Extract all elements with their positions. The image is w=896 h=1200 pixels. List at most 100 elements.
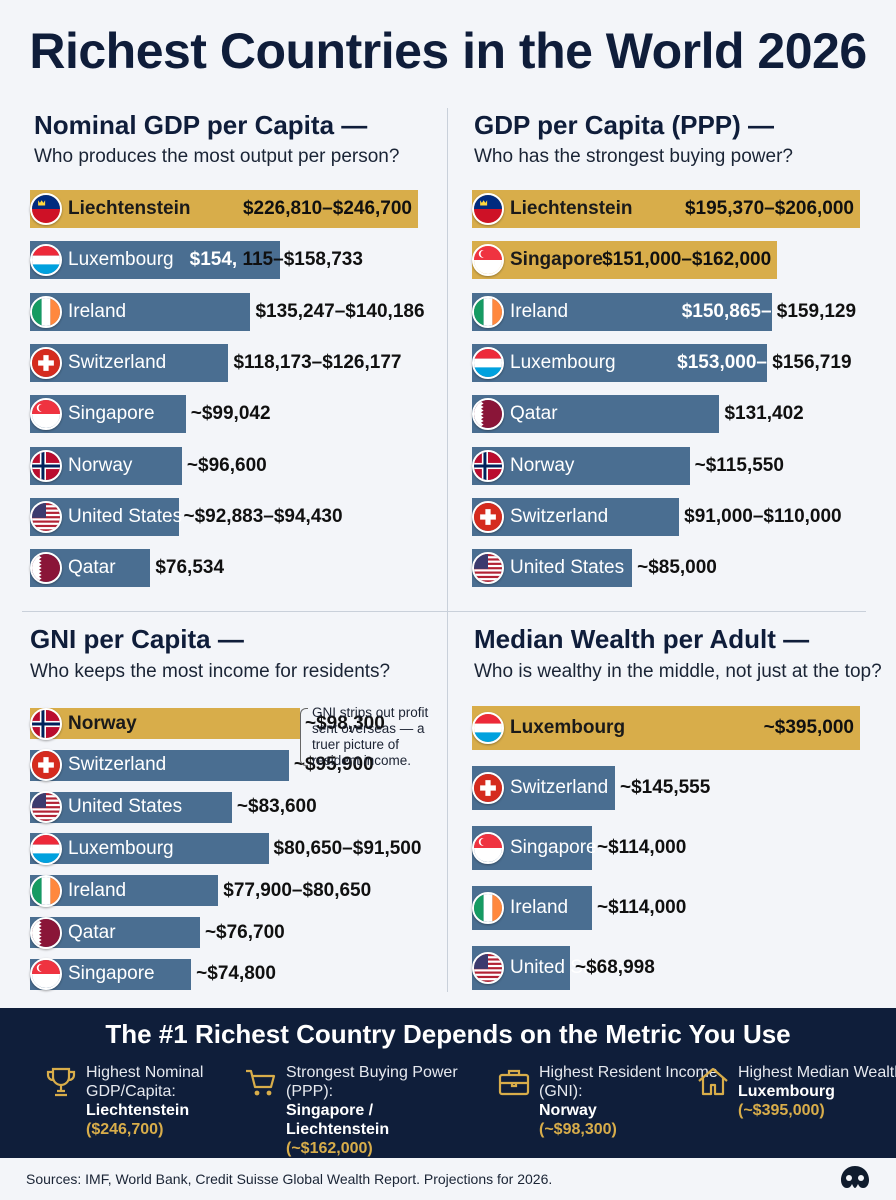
bar-row-united-states: United States ~$83,600: [30, 791, 360, 824]
summary-amount: ($246,700): [86, 1121, 164, 1138]
country-label: Liechtenstein: [510, 198, 633, 219]
flag-luxembourg: [472, 346, 504, 379]
bar-liechtenstein: [472, 190, 860, 228]
panel-subtitle-median-wealth: Who is wealthy in the middle, not just a…: [474, 661, 882, 682]
flag-qatar: [30, 552, 62, 585]
value-label: ~$68,998: [575, 957, 655, 978]
bar-ireland: [30, 292, 251, 331]
summary-amount: (~$395,000): [738, 1102, 825, 1119]
flag-norway: [30, 707, 62, 740]
bar-row-switzerland: Switzerland $118,173–$126,177: [30, 343, 478, 382]
country-label: Ireland: [68, 879, 127, 901]
flag-ireland: [472, 892, 504, 924]
bar-row-luxembourg: Luxembourg ~$395,000: [472, 706, 896, 750]
panel-subtitle-gni: Who keeps the most income for residents?: [30, 661, 391, 682]
country-label: Luxembourg: [68, 249, 174, 271]
flag-luxembourg: [30, 832, 62, 865]
value-label: ~$395,000: [763, 717, 854, 738]
summary-footer: [0, 1008, 896, 1158]
country-label: Ireland: [68, 300, 127, 322]
footer-title: The #1 Richest Country Depends on the Me…: [105, 1019, 791, 1049]
value-label: ~$115,550: [694, 454, 784, 476]
bar-luxembourg: [30, 833, 269, 865]
value-label: ~$92,883–$94,430: [183, 505, 343, 527]
bar-row-singapore: Singapore ~$114,000: [472, 826, 896, 870]
bar-row-qatar: Qatar ~$76,700: [30, 916, 360, 949]
country-label: Singapore: [68, 963, 155, 985]
value-label: $195,370–$206,000: [684, 198, 854, 219]
value-label: $91,000–$110,000: [684, 505, 842, 527]
flag-qatar: [472, 398, 504, 431]
bar-row-ireland: Ireland $77,900–$80,650: [30, 874, 371, 907]
summary-metric: Highest Nominal GDP/Capita:: [86, 1064, 204, 1100]
horizontal-divider: [22, 611, 866, 612]
bar-luxembourg: [472, 343, 768, 382]
value-label: $151,000–$162,000: [602, 249, 772, 271]
panel-title-median-wealth: Median Wealth per Adult —: [474, 624, 810, 654]
country-label: Singapore: [68, 403, 155, 425]
flag-switzerland: [472, 772, 504, 804]
summary-amount: (~$98,300): [539, 1121, 617, 1138]
country-label: Switzerland: [510, 777, 609, 798]
bar-row-qatar: Qatar $76,534: [30, 549, 478, 588]
country-label: Qatar: [68, 921, 116, 943]
vertical-divider: [447, 108, 448, 992]
bar-row-norway: Norway ~$98,300: [30, 707, 385, 740]
value-label: ~$74,800: [196, 963, 276, 985]
country-label: Singapore: [510, 249, 603, 271]
country-label: Singapore: [510, 837, 597, 858]
country-label: United States: [68, 796, 183, 818]
bar-row-ireland: Ireland $150,865– $159,129: [472, 292, 896, 331]
bar-row-luxembourg: Luxembourg $154, 115–$158,733: [30, 241, 478, 280]
panel-title-gni: GNI per Capita —: [30, 624, 244, 654]
value-label: ~$98,300: [305, 712, 385, 734]
bar-row-luxembourg: Luxembourg $153,000– $156,719: [472, 343, 896, 382]
bar-row-liechtenstein: Liechtenstein $195,370–$206,000: [472, 190, 896, 228]
bar-luxembourg: [472, 706, 860, 750]
flag-ireland: [30, 874, 62, 907]
briefcase-icon: [497, 1065, 531, 1099]
flag-singapore: [472, 244, 504, 277]
country-label: Norway: [68, 712, 137, 734]
country-label: Liechtenstein: [68, 198, 191, 219]
value-label: ~$83,600: [236, 796, 317, 818]
summary-metric: Strongest Buying Power (PPP):: [286, 1064, 458, 1100]
bar-luxembourg: [30, 241, 280, 280]
country-label: Norway: [510, 454, 575, 476]
bar-row-singapore: Singapore ~$99,042: [30, 395, 478, 434]
bar-row-united-states: United States ~$68,998: [472, 946, 896, 990]
bar-row-liechtenstein: Liechtenstein $226,810–$246,700: [30, 190, 478, 228]
country-label: Luxembourg: [68, 837, 174, 859]
bar-row-switzerland: Switzerland $91,000–$110,000: [472, 497, 896, 536]
value-label: ~$96,600: [186, 454, 267, 476]
value-label: $135,247–$140,186: [255, 300, 425, 322]
summary-winner: Singapore / Liechtenstein: [286, 1102, 390, 1138]
flag-qatar: [30, 916, 62, 949]
bar-row-singapore: Singapore $151,000–$162,000: [472, 241, 896, 280]
bar-row-singapore: Singapore ~$74,800: [30, 958, 360, 991]
summary-amount: (~$162,000): [286, 1140, 373, 1157]
flag-united-states: [30, 500, 62, 533]
flag-norway: [30, 449, 62, 482]
panel-title-nominal-gdp: Nominal GDP per Capita —: [34, 110, 368, 140]
bar-ireland: [472, 292, 772, 331]
bar-united-states: [30, 791, 232, 823]
bar-liechtenstein: [30, 190, 418, 228]
value-label: $80,650–$91,500: [273, 837, 422, 859]
flag-luxembourg: [30, 244, 62, 277]
value-label: $226,810–$246,700: [242, 198, 412, 219]
country-label: Switzerland: [68, 351, 167, 373]
flag-switzerland: [472, 500, 504, 533]
value-label: ~$95,900: [293, 754, 374, 776]
trophy-icon: [44, 1065, 78, 1099]
house-icon: [696, 1065, 730, 1099]
bar-singapore: [472, 241, 778, 280]
value-label: $77,900–$80,650: [223, 879, 372, 901]
value-label: $154, 115–$158,733: [189, 249, 363, 271]
value-label: ~$114,000: [597, 837, 687, 858]
gni-note: GNI strips out profit sent overseas — a …: [312, 705, 429, 768]
country-label: Luxembourg: [510, 717, 626, 738]
value-label: $153,000– $156,719: [677, 351, 852, 373]
country-label: Switzerland: [68, 754, 167, 776]
country-label: United States: [68, 505, 183, 527]
